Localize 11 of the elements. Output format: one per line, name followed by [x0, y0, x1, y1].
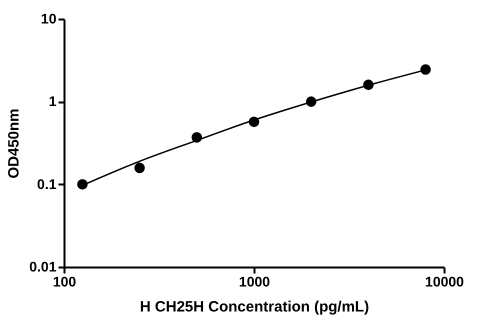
y-tick-label: 0.01: [29, 258, 57, 274]
x-tick-label: 100: [52, 274, 76, 290]
x-axis-title: H CH25H Concentration (pg/mL): [140, 298, 370, 316]
x-tick-label: 1000: [238, 274, 270, 290]
y-axis-title: OD450nm: [5, 108, 22, 179]
point: [134, 162, 145, 174]
x-tick-label: 10000: [425, 274, 464, 290]
y-tick-label: 0.1: [37, 176, 57, 192]
y-tick-label: 1: [48, 93, 57, 110]
point: [77, 179, 88, 190]
y-tick-label: 10: [40, 10, 57, 26]
